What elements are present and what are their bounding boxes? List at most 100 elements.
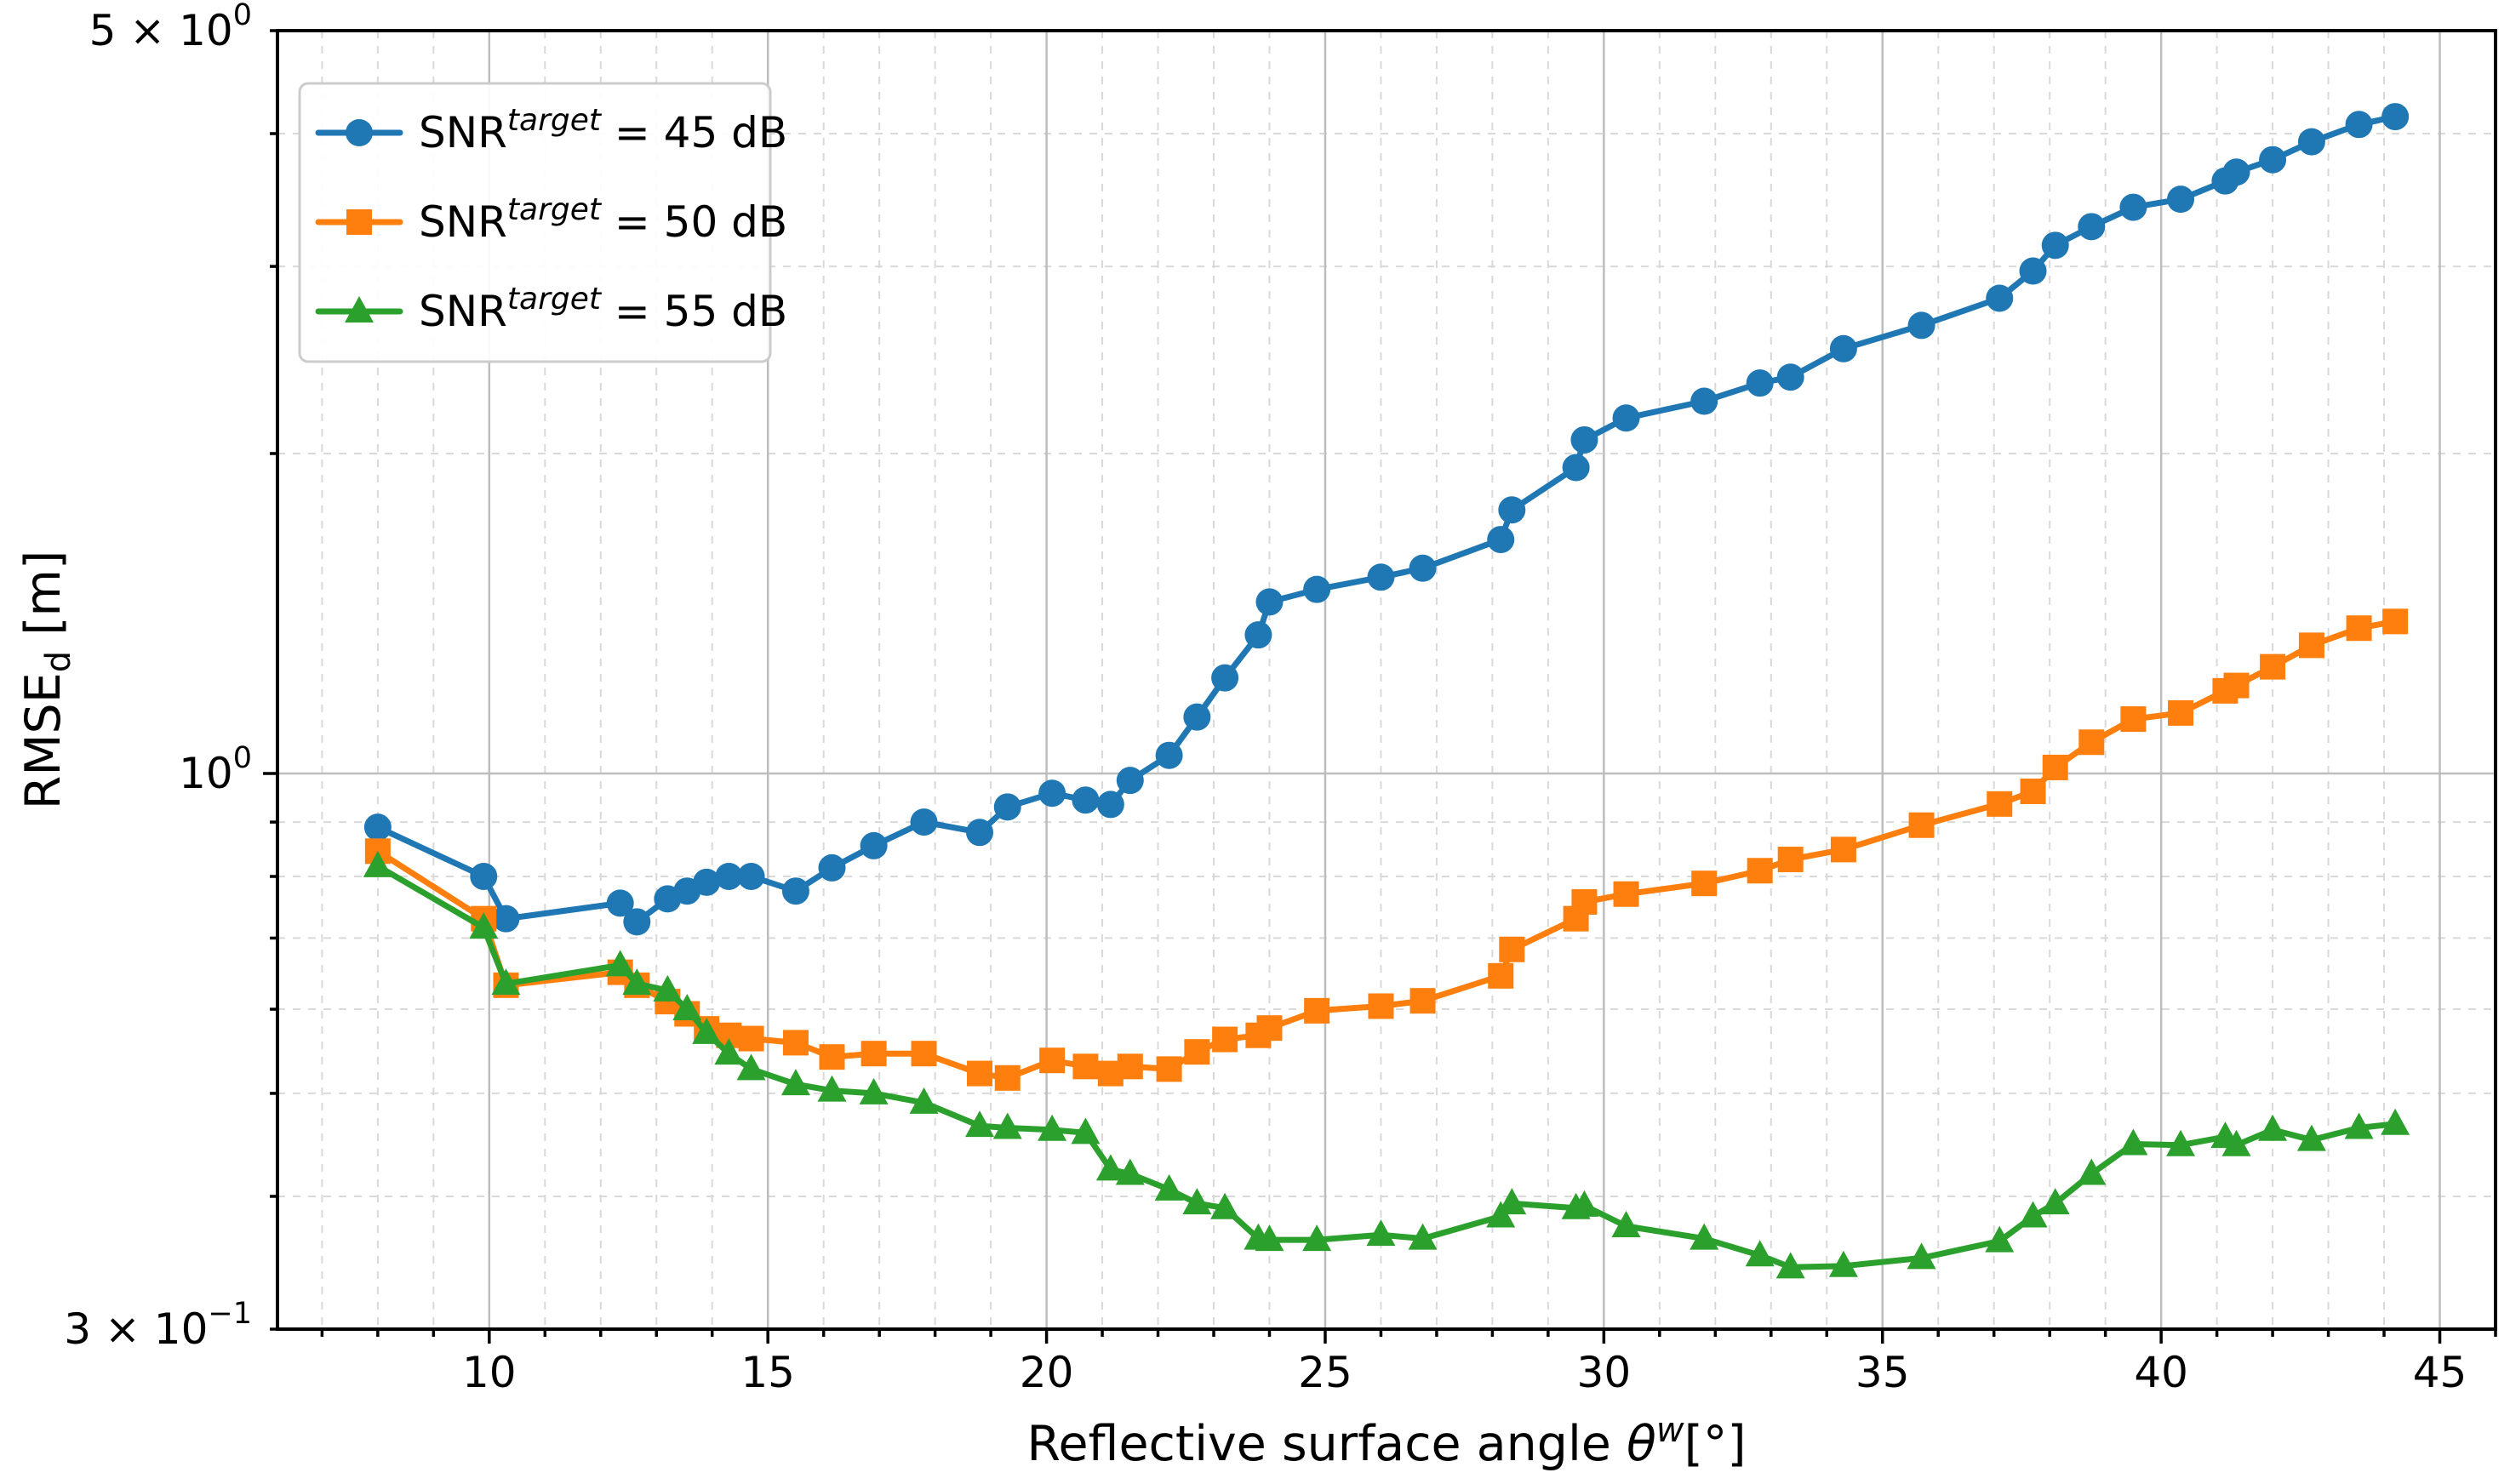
data-point-triangle <box>780 1069 810 1096</box>
data-point-circle <box>1498 496 1526 524</box>
data-point-square <box>2078 729 2105 756</box>
data-point-square <box>1368 993 1394 1019</box>
data-point-circle <box>1303 575 1331 603</box>
data-point-square <box>911 1041 937 1067</box>
data-point-triangle <box>2344 1112 2374 1139</box>
data-point-circle <box>2345 111 2373 139</box>
data-point-circle <box>2041 231 2069 260</box>
legend-label: SNRtarget = 45 dB <box>419 103 787 157</box>
x-tick-label: 15 <box>740 1348 795 1397</box>
data-point-square <box>1691 870 1718 897</box>
data-point-square <box>1908 812 1935 838</box>
data-point-square <box>1212 1026 1238 1053</box>
data-point-triangle <box>1255 1224 1284 1252</box>
data-point-square <box>1117 1053 1143 1080</box>
data-point-square <box>2298 632 2324 659</box>
data-point-triangle <box>1611 1210 1641 1237</box>
data-point-circle <box>606 889 634 917</box>
data-point-circle <box>1183 703 1211 731</box>
data-point-triangle <box>1366 1219 1396 1247</box>
series-45db <box>363 103 2410 936</box>
data-point-square <box>860 1041 887 1067</box>
series-50db <box>364 608 2409 1091</box>
data-point-triangle <box>1095 1154 1125 1181</box>
data-point-triangle <box>1408 1223 1438 1250</box>
legend-label: SNRtarget = 55 dB <box>419 282 787 336</box>
data-point-circle <box>1907 311 1935 340</box>
data-point-triangle <box>1154 1173 1184 1201</box>
data-point-triangle <box>909 1087 939 1114</box>
data-point-triangle <box>2221 1129 2251 1156</box>
legend-item: SNRtarget = 55 dB <box>315 282 787 336</box>
data-point-square <box>1747 858 1773 884</box>
data-point-triangle <box>736 1053 766 1081</box>
data-point-circle <box>1829 334 1857 362</box>
data-point-circle <box>1367 563 1395 591</box>
data-point-triangle <box>605 950 635 977</box>
data-point-circle <box>1776 363 1804 391</box>
data-point-triangle <box>345 296 374 322</box>
data-point-triangle <box>2296 1124 2326 1151</box>
data-point-circle <box>693 868 721 896</box>
data-point-circle <box>2078 213 2106 241</box>
data-point-triangle <box>2077 1158 2107 1185</box>
data-point-square <box>994 1064 1021 1091</box>
data-point-circle <box>1155 741 1183 769</box>
data-point-circle <box>1038 779 1066 808</box>
legend-marker-icon <box>346 209 372 235</box>
data-point-square <box>1184 1039 1210 1065</box>
legend-item: SNRtarget = 50 dB <box>315 192 787 247</box>
data-point-square <box>1571 888 1598 915</box>
data-point-triangle <box>2040 1188 2070 1215</box>
data-point-circle <box>1690 387 1718 415</box>
data-point-circle <box>2381 103 2410 131</box>
data-point-square <box>1409 988 1436 1014</box>
data-point-square <box>782 1030 809 1056</box>
x-tick-label: 10 <box>462 1348 517 1397</box>
data-point-triangle <box>2018 1201 2048 1228</box>
data-point-square <box>1039 1047 1066 1074</box>
data-point-triangle <box>1569 1190 1599 1217</box>
series-line <box>374 863 2399 1270</box>
series-55db <box>363 850 2410 1279</box>
data-point-circle <box>1746 369 1774 397</box>
data-point-square <box>1256 1015 1283 1042</box>
legend-marker-icon <box>345 296 374 322</box>
data-point-triangle <box>817 1075 847 1102</box>
minor-gridlines <box>277 31 2496 1329</box>
data-point-circle <box>910 808 938 836</box>
data-point-triangle <box>1071 1117 1101 1144</box>
data-point-triangle <box>2381 1108 2410 1135</box>
data-point-triangle <box>1745 1240 1775 1267</box>
data-point-triangle <box>1497 1188 1527 1215</box>
legend: SNRtarget = 45 dB SNRtarget = 50 dB SNRtar… <box>298 82 787 363</box>
data-point-circle <box>966 819 994 847</box>
data-point-triangle <box>363 850 392 877</box>
data-point-square <box>2120 706 2147 733</box>
data-point-square <box>738 1025 764 1052</box>
data-point-triangle <box>622 968 652 996</box>
data-point-circle <box>1096 791 1124 819</box>
data-point-triangle <box>2118 1128 2148 1156</box>
data-point-circle <box>492 905 520 933</box>
data-point-triangle <box>1828 1250 1858 1277</box>
y-tick-label: 5 × 100 <box>89 0 252 55</box>
data-point-circle <box>1244 621 1272 649</box>
data-point-triangle <box>992 1112 1022 1139</box>
data-point-square <box>2260 654 2286 680</box>
data-point-triangle <box>714 1038 744 1065</box>
data-point-square <box>1987 791 2013 817</box>
data-point-triangle <box>1210 1192 1240 1219</box>
data-point-square <box>1156 1056 1182 1082</box>
data-point-square <box>2020 778 2046 804</box>
data-point-triangle <box>672 994 702 1021</box>
data-point-circle <box>2019 257 2047 285</box>
data-point-circle <box>1116 767 1144 795</box>
data-point-circle <box>2297 128 2325 156</box>
x-axis-label: Reflective surface angle θw[°] <box>1026 1411 1746 1472</box>
data-point-square <box>2168 699 2194 726</box>
data-point-triangle <box>2258 1114 2288 1141</box>
data-point-circle <box>346 119 373 146</box>
y-tick-label: 100 <box>179 741 252 798</box>
data-point-circle <box>1255 588 1284 616</box>
